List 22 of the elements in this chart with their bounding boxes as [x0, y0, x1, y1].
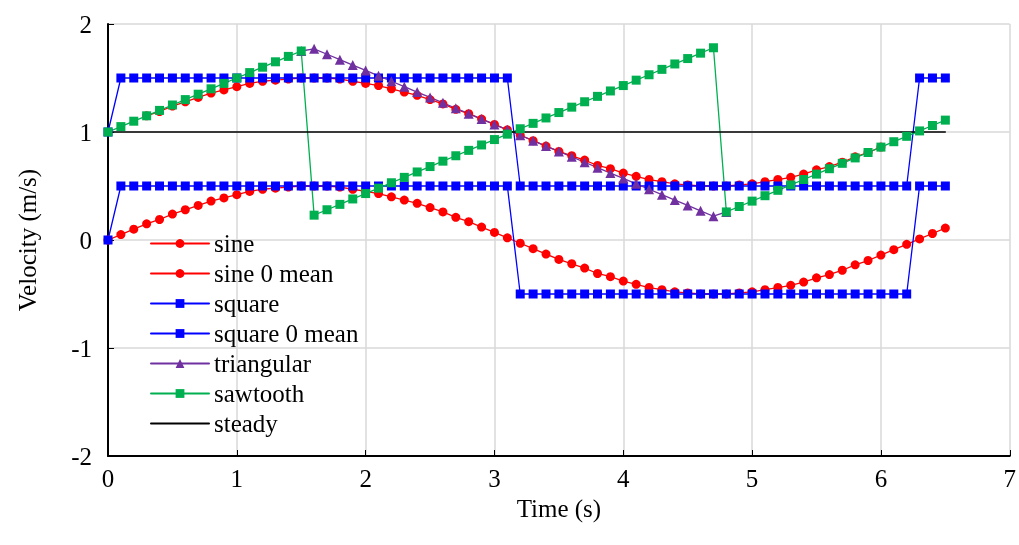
y-tick-label: 2 — [79, 10, 92, 38]
legend-label: square — [214, 290, 280, 317]
y-tick-label: 1 — [79, 118, 92, 146]
y-tick-label: -1 — [71, 334, 92, 362]
legend-label: sawtooth — [214, 380, 305, 407]
legend-label: sine — [214, 230, 255, 257]
x-axis-title: Time (s) — [516, 494, 602, 523]
x-tick-label: 3 — [488, 465, 501, 492]
y-tick-label: 0 — [79, 226, 92, 254]
x-tick-label: 2 — [359, 465, 372, 492]
legend-label: triangular — [214, 350, 312, 377]
y-axis-title: Velocity (m/s) — [14, 168, 42, 312]
x-tick-label: 7 — [1003, 465, 1016, 492]
x-tick-label: 0 — [101, 465, 115, 492]
legend-label: square 0 mean — [214, 320, 359, 347]
y-tick-label: -2 — [71, 442, 92, 470]
x-tick-label: 4 — [617, 465, 631, 492]
x-tick-label: 1 — [230, 465, 244, 492]
x-tick-label: 5 — [745, 465, 759, 492]
x-tick-label: 6 — [874, 465, 888, 492]
legend-label: sine 0 mean — [214, 260, 334, 287]
legend-label: steady — [214, 410, 279, 437]
